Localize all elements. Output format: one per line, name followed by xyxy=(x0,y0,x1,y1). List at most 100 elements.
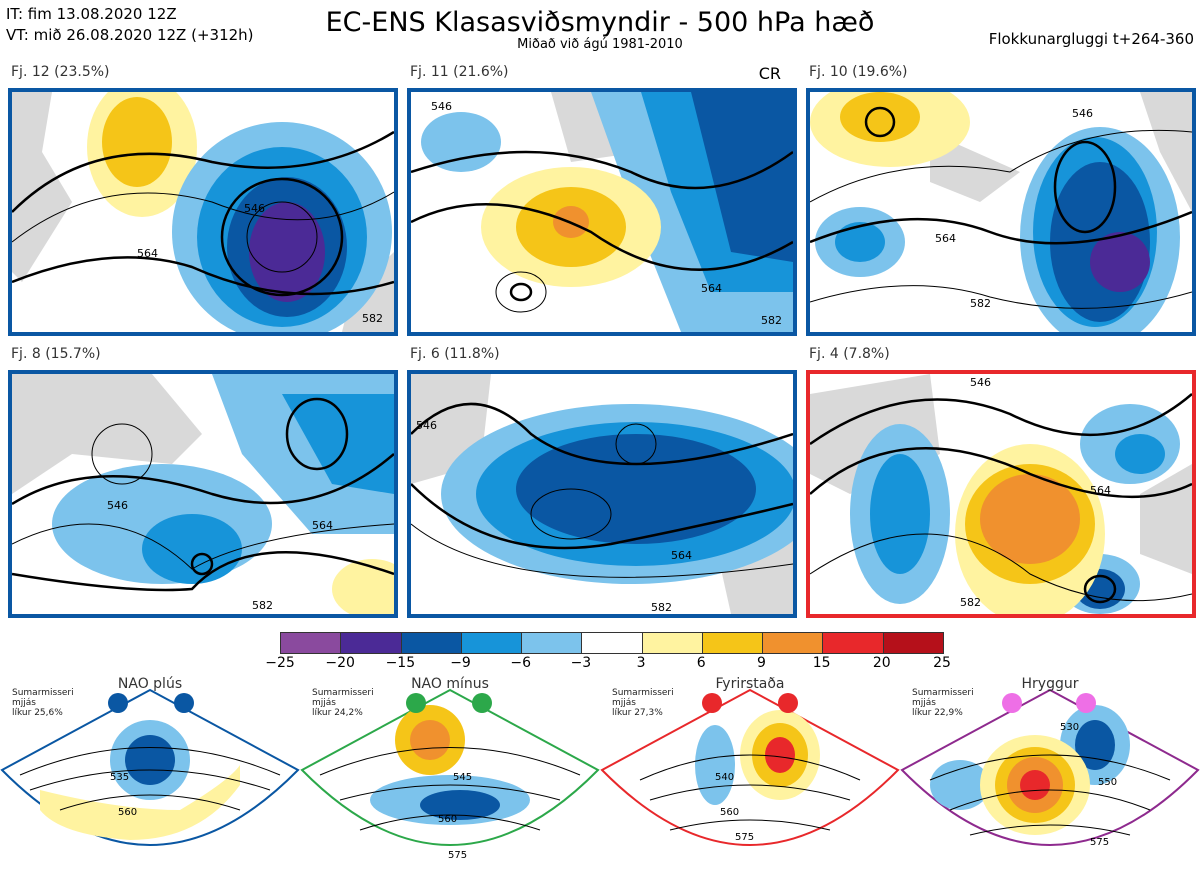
colorbar-swatch xyxy=(461,633,523,653)
colorbar-swatch xyxy=(763,633,824,653)
anomaly-map: 546 564 582 xyxy=(810,92,1192,332)
regime-panel-2: 545 560 575 NAO mínus Sumarmisseri mjjás… xyxy=(300,670,600,870)
contour-label: 564 xyxy=(701,282,722,295)
anomaly-map: 546 564 582 xyxy=(411,374,793,614)
cluster-label: Fj. 6 (11.8%) xyxy=(410,346,500,362)
header-title-block: EC-ENS Klasasviðsmyndir - 500 hPa hæð Mi… xyxy=(300,8,900,52)
regime-contour-label: 560 xyxy=(118,807,137,818)
colorbar-swatch xyxy=(341,633,402,653)
regime-map: 530 550 575 xyxy=(900,688,1200,848)
regime-marker-left xyxy=(406,693,426,713)
regime-marker-left xyxy=(108,693,128,713)
cluster-map: 546 564 582 xyxy=(806,370,1196,618)
regime-contour-label: 535 xyxy=(110,772,129,783)
colorbar-tick-label: 25 xyxy=(933,655,951,671)
contour-label: 582 xyxy=(362,312,383,325)
cluster-map: 546 564 582 xyxy=(407,370,797,618)
colorbar-tick-label: 9 xyxy=(756,655,766,671)
contour-label: 564 xyxy=(671,549,692,562)
regime-contour-label: 560 xyxy=(438,814,457,825)
contour-label: 564 xyxy=(137,247,158,260)
regime-contour-label: 545 xyxy=(453,772,472,783)
regime-map: 535 560 xyxy=(0,688,300,846)
cluster-map: 546 564 582 xyxy=(407,88,797,336)
page-subtitle: Miðað við ágú 1981-2010 xyxy=(517,37,683,52)
colorbar-tick-label: −3 xyxy=(570,655,592,671)
colorbar-swatch xyxy=(883,633,943,653)
colorbar-tick-label: −15 xyxy=(385,655,416,671)
regime-panel-3: 540 560 575 Fyrirstaða Sumarmisseri mjjá… xyxy=(600,670,900,870)
colorbar-tick-label: −9 xyxy=(450,655,471,671)
regime-note: Sumarmisseri mjjás líkur 24,2% xyxy=(312,688,374,718)
page-title: EC-ENS Klasasviðsmyndir - 500 hPa hæð xyxy=(325,7,875,38)
colorbar-swatch xyxy=(823,633,884,653)
regime-contour-label: 575 xyxy=(448,850,467,861)
cluster-label: Fj. 10 (19.6%) xyxy=(809,64,908,80)
anomaly-map: 546 564 582 xyxy=(411,92,793,332)
anomaly-map: 546 564 582 xyxy=(810,374,1192,614)
regime-map: 540 560 575 xyxy=(600,688,900,846)
regime-panel-4: 530 550 575 Hryggur Sumarmisseri mjjás l… xyxy=(900,670,1200,870)
regime-marker-left xyxy=(1002,693,1022,713)
colorbar-tick-label: −25 xyxy=(265,655,295,671)
colorbar-tick-label: 6 xyxy=(696,655,706,671)
colorbar-swatch xyxy=(702,633,764,653)
contour-label: 564 xyxy=(1090,484,1111,497)
colorbar-swatch xyxy=(522,633,583,653)
colorbar-swatch xyxy=(281,633,342,653)
colorbar-swatch xyxy=(642,633,703,653)
contour-label: 546 xyxy=(107,499,128,512)
initial-time: IT: fim 13.08.2020 12Z xyxy=(6,5,177,23)
contour-label: 582 xyxy=(252,599,273,612)
regime-marker-left xyxy=(702,693,722,713)
contour-label: 546 xyxy=(431,100,452,113)
regime-contour-label: 550 xyxy=(1098,777,1117,788)
regime-marker-right xyxy=(778,693,798,713)
contour-label: 546 xyxy=(416,419,437,432)
regime-contour-label: 530 xyxy=(1060,722,1079,733)
regime-note: Sumarmisseri mjjás líkur 25,6% xyxy=(12,688,74,718)
regime-contour-label: 560 xyxy=(720,807,739,818)
regime-marker-right xyxy=(174,693,194,713)
regime-name: Hryggur xyxy=(1021,676,1079,692)
contour-label: 564 xyxy=(935,232,956,245)
classification-window: Flokkunargluggi t+264-360 xyxy=(988,30,1194,48)
regime-note: Sumarmisseri mjjás líkur 27,3% xyxy=(612,688,674,718)
cluster-label: Fj. 12 (23.5%) xyxy=(11,64,110,80)
regime-marker-right xyxy=(1076,693,1096,713)
cluster-map: 546 564 582 xyxy=(8,88,398,336)
regime-marker-right xyxy=(472,693,492,713)
contour-label: 582 xyxy=(960,596,981,609)
regime-map: 545 560 575 xyxy=(300,688,600,861)
cluster-map: 546 564 582 xyxy=(806,88,1196,336)
regime-note: Sumarmisseri mjjás líkur 22,9% xyxy=(912,688,974,718)
colorbar-tick-label: 20 xyxy=(872,655,891,671)
contour-label: 546 xyxy=(970,376,991,389)
contour-label: 564 xyxy=(312,519,333,532)
header-info: IT: fim 13.08.2020 12Z VT: mið 26.08.202… xyxy=(6,4,254,46)
contour-label: 582 xyxy=(761,314,782,327)
regime-name: NAO plús xyxy=(117,676,183,692)
contour-label: 582 xyxy=(970,297,991,310)
anomaly-map: 546 564 582 xyxy=(12,92,394,332)
cluster-label: Fj. 8 (15.7%) xyxy=(11,346,101,362)
regime-panel-1: 535 560 NAO plús Sumarmisseri mjjás líku… xyxy=(0,670,300,870)
colorbar-tick-label: 3 xyxy=(636,655,646,671)
cluster-map: 546 564 582 xyxy=(8,370,398,618)
colorbar-swatch xyxy=(582,633,643,653)
regime-name: Fyrirstaða xyxy=(715,676,785,692)
regime-contour-label: 575 xyxy=(1090,837,1109,848)
colorbar xyxy=(280,632,944,654)
anomaly-map: 546 564 582 xyxy=(12,374,394,614)
colorbar-tick-label: −20 xyxy=(325,655,355,671)
regime-contour-label: 575 xyxy=(735,832,754,843)
contour-label: 582 xyxy=(651,601,672,614)
colorbar-tick-label: 15 xyxy=(812,655,831,671)
regime-contour-label: 540 xyxy=(715,772,734,783)
contour-label: 546 xyxy=(1072,107,1093,120)
regime-name: NAO mínus xyxy=(411,676,489,692)
cluster-label: Fj. 4 (7.8%) xyxy=(809,346,890,362)
cluster-label: Fj. 11 (21.6%) xyxy=(410,64,509,80)
valid-time: VT: mið 26.08.2020 12Z (+312h) xyxy=(6,26,254,44)
contour-label: 546 xyxy=(244,202,265,215)
